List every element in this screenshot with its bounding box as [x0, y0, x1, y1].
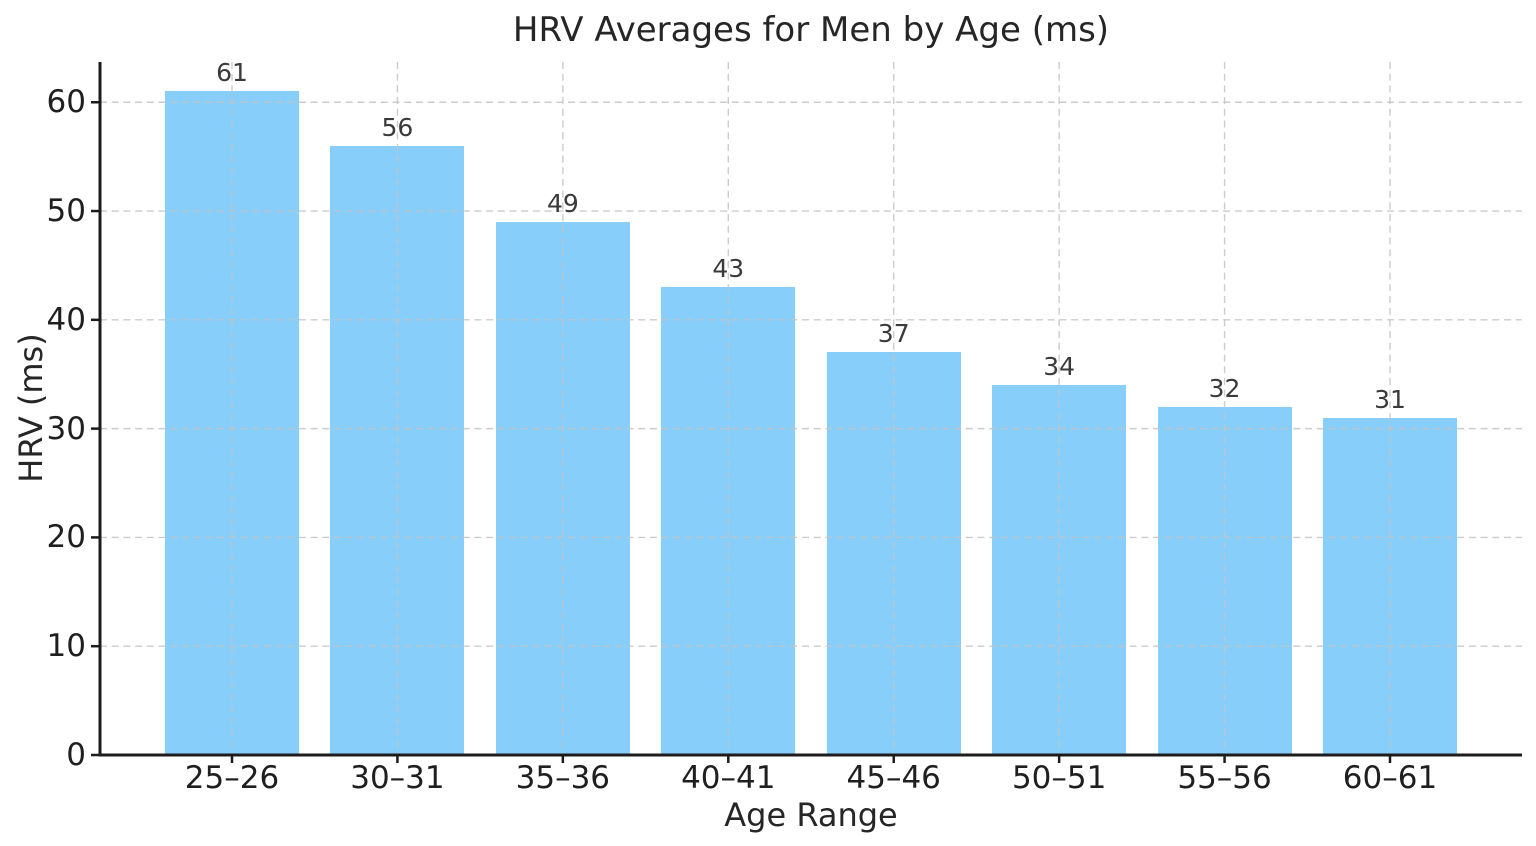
bar-value-label: 49 [546, 188, 579, 218]
x-tick-label-55–56: 55–56 [1177, 760, 1272, 796]
y-tick-label-60: 60 [46, 84, 86, 121]
bar-value-label: 37 [877, 319, 910, 349]
axes-spines-and-ticks [91, 62, 1522, 763]
y-tick-label-30: 30 [46, 410, 86, 447]
x-tick-label-45–46: 45–46 [846, 760, 941, 796]
x-tick-label-30–31: 30–31 [350, 760, 445, 796]
bar-value-label: 34 [1043, 352, 1076, 382]
y-tick-label-0: 0 [66, 737, 86, 773]
y-tick-label-20: 20 [46, 519, 86, 556]
x-tick-label-60–61: 60–61 [1342, 760, 1438, 796]
x-axis-label: Age Range [724, 796, 898, 834]
y-axis-label: HRV (ms) [12, 333, 50, 483]
bar-25–26 [165, 91, 299, 755]
bar-value-label: 61 [216, 58, 248, 88]
labels-layer: 61 56 49 43 37 34 32 31 0 10 20 30 40 50 60 25–26 30–31 3… [47, 58, 1522, 796]
y-tick-label-10: 10 [46, 628, 86, 665]
bar-value-label: 56 [381, 112, 414, 142]
y-tick-label-40: 40 [46, 301, 86, 338]
bar-value-label: 31 [1374, 384, 1406, 414]
chart-title: HRV Averages for Men by Age (ms) [512, 10, 1110, 50]
x-tick-label-25–26: 25–26 [184, 760, 280, 796]
y-tick-label-50: 50 [46, 193, 86, 230]
plot-area: 61 56 49 43 37 34 32 31 0 10 20 30 40 50 60 25–26 30–31 3… [47, 58, 1522, 796]
bar-value-label: 43 [712, 254, 745, 284]
gridlines [100, 62, 1522, 755]
x-tick-label-50–51: 50–51 [1011, 760, 1107, 796]
x-tick-label-35–36: 35–36 [515, 760, 611, 796]
x-tick-label-40–41: 40–41 [681, 760, 776, 796]
bar-value-label: 32 [1208, 373, 1241, 403]
